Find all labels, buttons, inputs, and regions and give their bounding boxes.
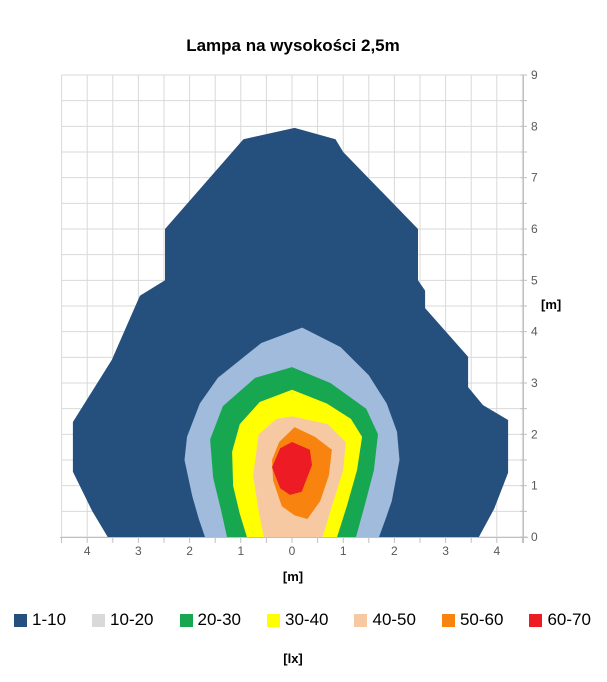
legend: 1-10 10-20 20-30 30-40 40-50 50-60 60-70 [14, 610, 591, 630]
legend-label: 1-10 [32, 610, 67, 629]
legend-item-40-50: 40-50 [354, 610, 416, 630]
legend-item-1-10: 1-10 [14, 610, 66, 630]
x-tick-label: 3 [135, 544, 142, 558]
y-tick-label: 5 [531, 273, 538, 287]
legend-label: 10-20 [110, 610, 154, 629]
x-axis-unit-label: [m] [282, 569, 304, 584]
x-tick-label: 2 [186, 544, 193, 558]
legend-swatch-1-10 [14, 613, 27, 627]
x-tick-label: 4 [493, 544, 500, 558]
legend-swatch-60-70 [529, 613, 543, 627]
legend-swatch-30-40 [267, 613, 280, 627]
legend-label: 20-30 [197, 610, 241, 629]
contour-band-60-70 [272, 442, 312, 495]
y-tick-label: 7 [531, 171, 538, 185]
x-tick-label: 3 [442, 544, 449, 558]
y-tick-label: 2 [531, 427, 538, 441]
y-tick-label: 3 [531, 376, 538, 390]
legend-swatch-10-20 [92, 613, 106, 627]
y-tick-label: 1 [531, 479, 538, 493]
y-tick-label: 4 [531, 325, 538, 339]
legend-item-60-70: 60-70 [529, 610, 591, 630]
legend-swatch-20-30 [179, 613, 193, 627]
legend-item-20-30: 20-30 [179, 610, 241, 630]
legend-swatch-50-60 [441, 613, 455, 627]
x-tick-label: 2 [391, 544, 398, 558]
y-axis-unit-label: [m] [541, 297, 562, 312]
y-tick-label: 6 [531, 222, 538, 236]
y-tick-label: 9 [531, 68, 538, 82]
legend-label: 50-60 [459, 610, 504, 629]
legend-item-10-20: 10-20 [92, 610, 154, 630]
legend-label: 40-50 [372, 610, 416, 629]
legend-item-50-60: 50-60 [441, 610, 504, 630]
chart-title: Lampa na wysokości 2,5m [186, 36, 400, 55]
legend-label: 60-70 [547, 610, 591, 629]
y-tick-label: 8 [531, 119, 538, 133]
y-tick-label: 0 [531, 530, 538, 544]
legend-swatch-40-50 [354, 613, 368, 627]
x-tick-label: 1 [237, 544, 244, 558]
legend-item-30-40: 30-40 [267, 610, 328, 630]
legend-label: 30-40 [285, 610, 329, 629]
x-tick-label: 4 [84, 544, 91, 558]
x-tick-label: 1 [340, 544, 347, 558]
legend-unit-label: [lx] [283, 651, 303, 666]
x-tick-label: 0 [289, 544, 296, 558]
